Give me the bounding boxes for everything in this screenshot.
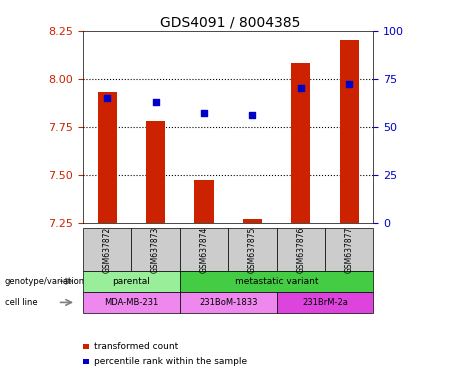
Text: GSM637875: GSM637875 (248, 227, 257, 273)
Text: GSM637873: GSM637873 (151, 227, 160, 273)
Text: parental: parental (112, 277, 150, 286)
Text: metastatic variant: metastatic variant (235, 277, 319, 286)
Text: MDA-MB-231: MDA-MB-231 (104, 298, 159, 307)
Text: GDS4091 / 8004385: GDS4091 / 8004385 (160, 15, 301, 29)
Point (103, 95, 111, 101)
Bar (195, 180, 214, 223)
Text: percentile rank within the sample: percentile rank within the sample (94, 357, 247, 366)
Text: GSM637876: GSM637876 (296, 227, 305, 273)
Text: 231BoM-1833: 231BoM-1833 (199, 298, 257, 307)
Text: genotype/variation: genotype/variation (5, 277, 85, 286)
Text: transformed count: transformed count (94, 343, 178, 351)
Bar (339, 40, 359, 223)
Bar (146, 121, 165, 223)
Point (249, 112, 256, 118)
Bar (242, 219, 262, 223)
Text: cell line: cell line (5, 298, 37, 307)
Text: GSM637874: GSM637874 (200, 227, 208, 273)
Text: GSM637872: GSM637872 (103, 227, 112, 273)
Point (200, 110, 207, 116)
Text: GSM637877: GSM637877 (345, 227, 354, 273)
Bar (291, 63, 311, 223)
Text: 231BrM-2a: 231BrM-2a (302, 298, 348, 307)
Point (346, 81, 353, 88)
Point (152, 99, 160, 105)
Bar (97, 92, 117, 223)
Point (297, 85, 304, 91)
